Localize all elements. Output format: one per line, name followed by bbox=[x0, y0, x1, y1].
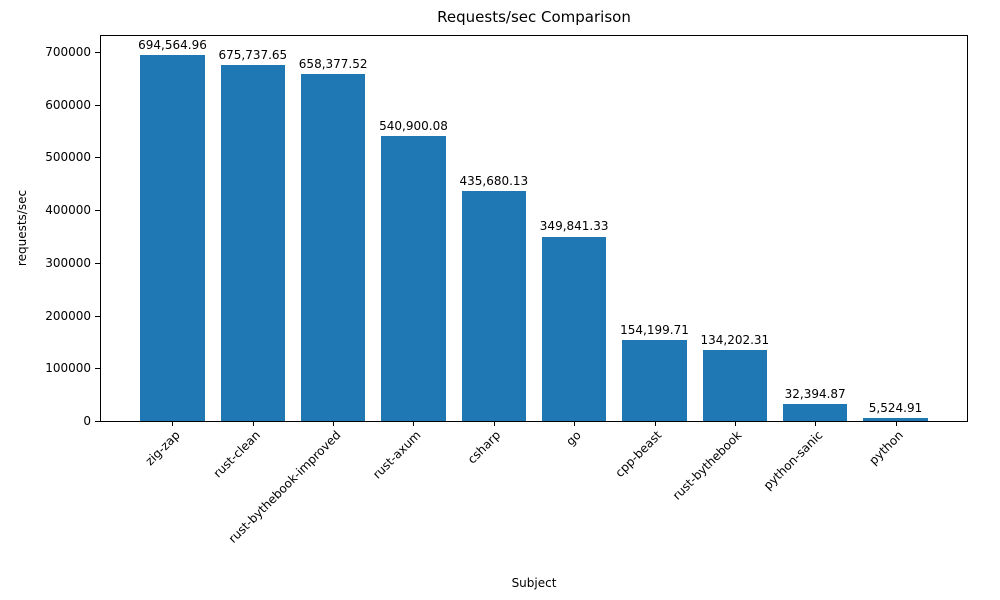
x-tick-mark bbox=[815, 422, 817, 426]
bar-rust-bythebook bbox=[702, 350, 767, 421]
y-tick-mark bbox=[95, 210, 100, 212]
x-tick-label: rust-bythebook bbox=[670, 428, 745, 503]
bar-value-label: 658,377.52 bbox=[298, 56, 368, 71]
bar-csharp bbox=[461, 191, 526, 421]
bar-python-sanic bbox=[783, 403, 848, 421]
x-tick-label: zig-zap bbox=[142, 428, 183, 469]
bar-value-label: 675,737.65 bbox=[218, 47, 288, 62]
x-tick-mark bbox=[574, 422, 576, 426]
y-tick-label: 600000 bbox=[45, 97, 91, 112]
x-tick-label: rust-clean bbox=[210, 428, 263, 481]
x-tick-mark bbox=[252, 422, 254, 426]
bar-go bbox=[542, 236, 607, 421]
x-tick-label: rust-axum bbox=[369, 428, 424, 482]
y-tick-label: 400000 bbox=[45, 203, 91, 218]
bar-rust-axum bbox=[381, 135, 446, 421]
y-tick-label: 300000 bbox=[45, 255, 91, 270]
y-tick-mark bbox=[95, 421, 100, 422]
bar-rust-clean bbox=[220, 64, 285, 421]
x-tick-mark bbox=[493, 422, 495, 426]
x-tick-label: python bbox=[865, 428, 906, 468]
bar-value-label: 435,680.13 bbox=[459, 174, 529, 189]
bar-cpp-beast bbox=[622, 339, 687, 421]
y-tick-mark bbox=[95, 157, 100, 159]
bar-python bbox=[863, 418, 928, 421]
y-tick-mark bbox=[95, 104, 100, 106]
bar-value-label: 349,841.33 bbox=[539, 219, 609, 234]
y-tick-label: 700000 bbox=[45, 44, 91, 59]
y-tick-label: 0 bbox=[83, 414, 91, 428]
x-tick-label: python-sanic bbox=[760, 428, 826, 493]
x-axis-label: Subject bbox=[511, 576, 557, 590]
x-tick-mark bbox=[172, 422, 174, 426]
x-tick-label: cpp-beast bbox=[612, 428, 665, 480]
y-tick-mark bbox=[95, 51, 100, 53]
y-tick-mark bbox=[95, 262, 100, 264]
plot-area bbox=[100, 35, 968, 422]
chart-title: Requests/sec Comparison bbox=[437, 8, 631, 26]
y-axis-label: requests/sec bbox=[15, 189, 29, 267]
y-tick-label: 100000 bbox=[45, 361, 91, 376]
bar-value-label: 154,199.71 bbox=[620, 322, 689, 337]
bar-value-label: 134,202.31 bbox=[700, 333, 770, 348]
x-tick-label: go bbox=[563, 428, 585, 449]
y-tick-mark bbox=[95, 315, 100, 317]
bar-value-label: 540,900.08 bbox=[379, 118, 448, 133]
bar-value-label: 32,394.87 bbox=[784, 386, 846, 401]
bar-rust-bythebook-improved bbox=[301, 73, 366, 421]
bar-value-label: 5,524.91 bbox=[868, 401, 923, 416]
x-tick-mark bbox=[333, 422, 335, 426]
y-tick-label: 500000 bbox=[45, 150, 91, 165]
bar-value-label: 694,564.96 bbox=[138, 37, 207, 52]
x-tick-mark bbox=[654, 422, 656, 426]
bar-zig-zap bbox=[140, 54, 205, 421]
x-tick-mark bbox=[734, 422, 736, 426]
x-tick-label: csharp bbox=[465, 428, 504, 467]
x-tick-mark bbox=[895, 422, 897, 426]
y-tick-mark bbox=[95, 368, 100, 370]
x-tick-mark bbox=[413, 422, 415, 426]
y-tick-label: 200000 bbox=[45, 308, 91, 323]
